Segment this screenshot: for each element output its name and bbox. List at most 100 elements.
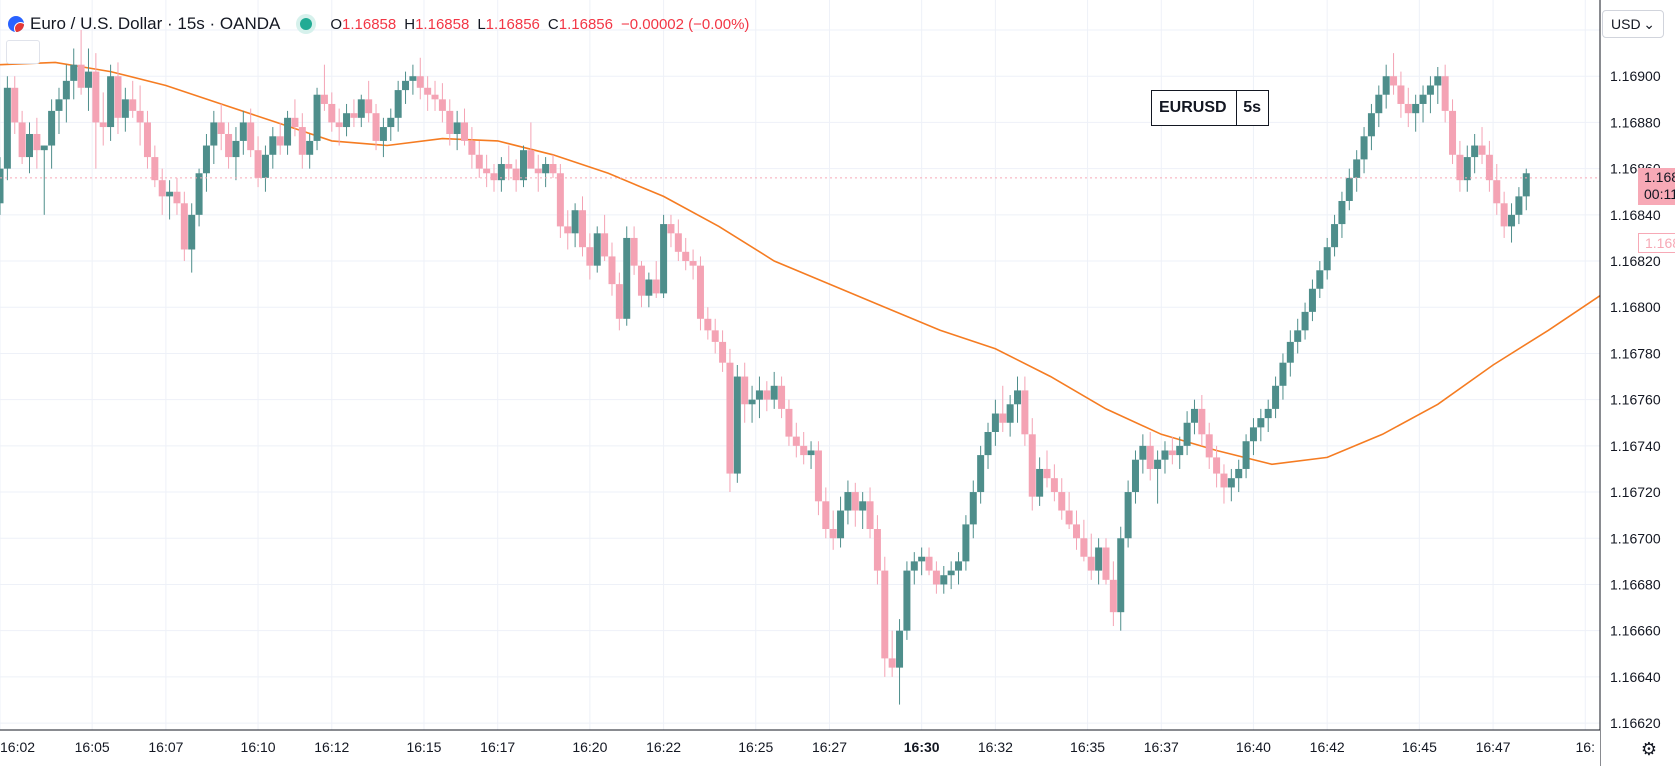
ohlc-values: O1.16858 H1.16858 L1.16856 C1.16856 −0.0… xyxy=(330,16,749,33)
candle-down xyxy=(829,510,837,550)
candle-body xyxy=(239,122,247,141)
candle-down xyxy=(800,431,808,465)
candle-body xyxy=(1522,173,1530,197)
candle-body xyxy=(394,90,402,118)
candle-down xyxy=(114,62,122,134)
price-tick-label: 1.16740 xyxy=(1610,438,1661,454)
candle-body xyxy=(1190,408,1198,423)
candle-body xyxy=(1279,362,1287,386)
candlestick-series xyxy=(0,30,1530,705)
candle-up xyxy=(70,48,78,100)
candle-down xyxy=(814,441,822,516)
candle-down xyxy=(873,515,881,585)
candle-up xyxy=(940,565,948,594)
candle-body xyxy=(770,385,778,400)
candle-body xyxy=(512,168,520,181)
candle-up xyxy=(261,145,269,192)
time-tick-label: 16:15 xyxy=(406,739,441,755)
ohlc-change-value: −0.00002 (−0.00%) xyxy=(620,15,750,33)
time-tick-label: 16:05 xyxy=(75,739,110,755)
candle-body xyxy=(77,64,85,88)
indicator-toggle-button[interactable] xyxy=(6,40,40,64)
candle-body xyxy=(328,103,336,123)
symbol-title[interactable]: Euro / U.S. Dollar · 15s · OANDA xyxy=(30,14,281,33)
candle-body xyxy=(645,279,653,296)
candle-down xyxy=(490,164,498,192)
candle-body xyxy=(1426,85,1434,95)
candle-body xyxy=(984,431,992,456)
candle-body xyxy=(306,140,314,155)
price-tick-label: 1.16640 xyxy=(1610,669,1661,685)
currency-label: USD xyxy=(1611,16,1641,32)
candle-down xyxy=(1456,140,1464,192)
candle-up xyxy=(210,110,218,165)
candle-down xyxy=(77,30,85,95)
candle-down xyxy=(1021,376,1029,446)
candle-down xyxy=(637,261,645,308)
candle-up xyxy=(844,480,852,525)
candle-down xyxy=(11,76,19,134)
candle-down xyxy=(217,103,225,151)
market-status-icon[interactable] xyxy=(300,18,313,30)
candle-body xyxy=(881,570,889,659)
candle-up xyxy=(520,145,528,188)
candle-body xyxy=(438,99,446,111)
time-axis: 16:02 16:05 16:07 16:10 16:12 16:15 16:17 16:20… xyxy=(0,729,1600,766)
price-tick-label: 1.16720 xyxy=(1610,484,1661,500)
candle-up xyxy=(269,127,277,169)
candle-down xyxy=(320,64,328,111)
candle-up xyxy=(1331,214,1339,257)
candle-body xyxy=(1242,441,1250,469)
candle-body xyxy=(1227,478,1235,488)
price-tick-label: 1.16800 xyxy=(1610,299,1661,315)
chart-settings-icon[interactable]: ⚙ xyxy=(1640,738,1658,759)
bar-countdown: 00:11 xyxy=(1644,185,1675,202)
candle-up xyxy=(1308,279,1316,322)
candle-body xyxy=(896,630,904,668)
candle-body xyxy=(623,237,631,319)
candle-down xyxy=(276,122,284,155)
candle-body xyxy=(873,529,881,571)
candle-down xyxy=(1058,478,1066,520)
candle-up xyxy=(1227,468,1235,502)
candle-down xyxy=(527,122,535,169)
candle-body xyxy=(615,284,623,319)
currency-select[interactable]: USD ⌄ xyxy=(1602,10,1664,38)
chart-grid xyxy=(0,0,1600,730)
candle-body xyxy=(1456,154,1464,181)
candle-body xyxy=(844,492,852,511)
ohlc-low-value: 1.16856 xyxy=(485,15,540,33)
candle-up xyxy=(969,480,977,539)
price-axis-background xyxy=(1600,0,1675,766)
candle-up xyxy=(910,552,918,585)
candle-body xyxy=(704,318,712,331)
candle-down xyxy=(630,226,638,275)
candle-down xyxy=(1205,422,1213,469)
candle-up xyxy=(977,445,985,504)
last-price-value: 1.16856 xyxy=(1644,168,1675,185)
candle-down xyxy=(225,122,233,169)
candle-body xyxy=(763,390,771,400)
candle-body xyxy=(1463,157,1471,181)
overlay-separator xyxy=(1236,91,1238,125)
candle-body xyxy=(55,99,63,111)
candle-body xyxy=(1050,478,1058,493)
candle-body xyxy=(387,117,395,128)
candle-body xyxy=(807,450,815,456)
candle-up xyxy=(733,365,741,483)
candle-down xyxy=(416,57,424,100)
price-tick-label: 1.16620 xyxy=(1610,715,1661,731)
candle-up xyxy=(55,87,63,134)
candle-down xyxy=(431,80,439,111)
candle-up xyxy=(313,87,321,151)
candle-up xyxy=(1242,434,1250,479)
candle-down xyxy=(1213,445,1221,488)
candle-body xyxy=(947,570,955,576)
candle-up xyxy=(284,110,292,155)
candle-body xyxy=(33,133,41,151)
candle-body xyxy=(1213,457,1221,474)
candle-down xyxy=(652,261,660,299)
candle-body xyxy=(276,136,284,146)
candle-body xyxy=(1021,390,1029,435)
